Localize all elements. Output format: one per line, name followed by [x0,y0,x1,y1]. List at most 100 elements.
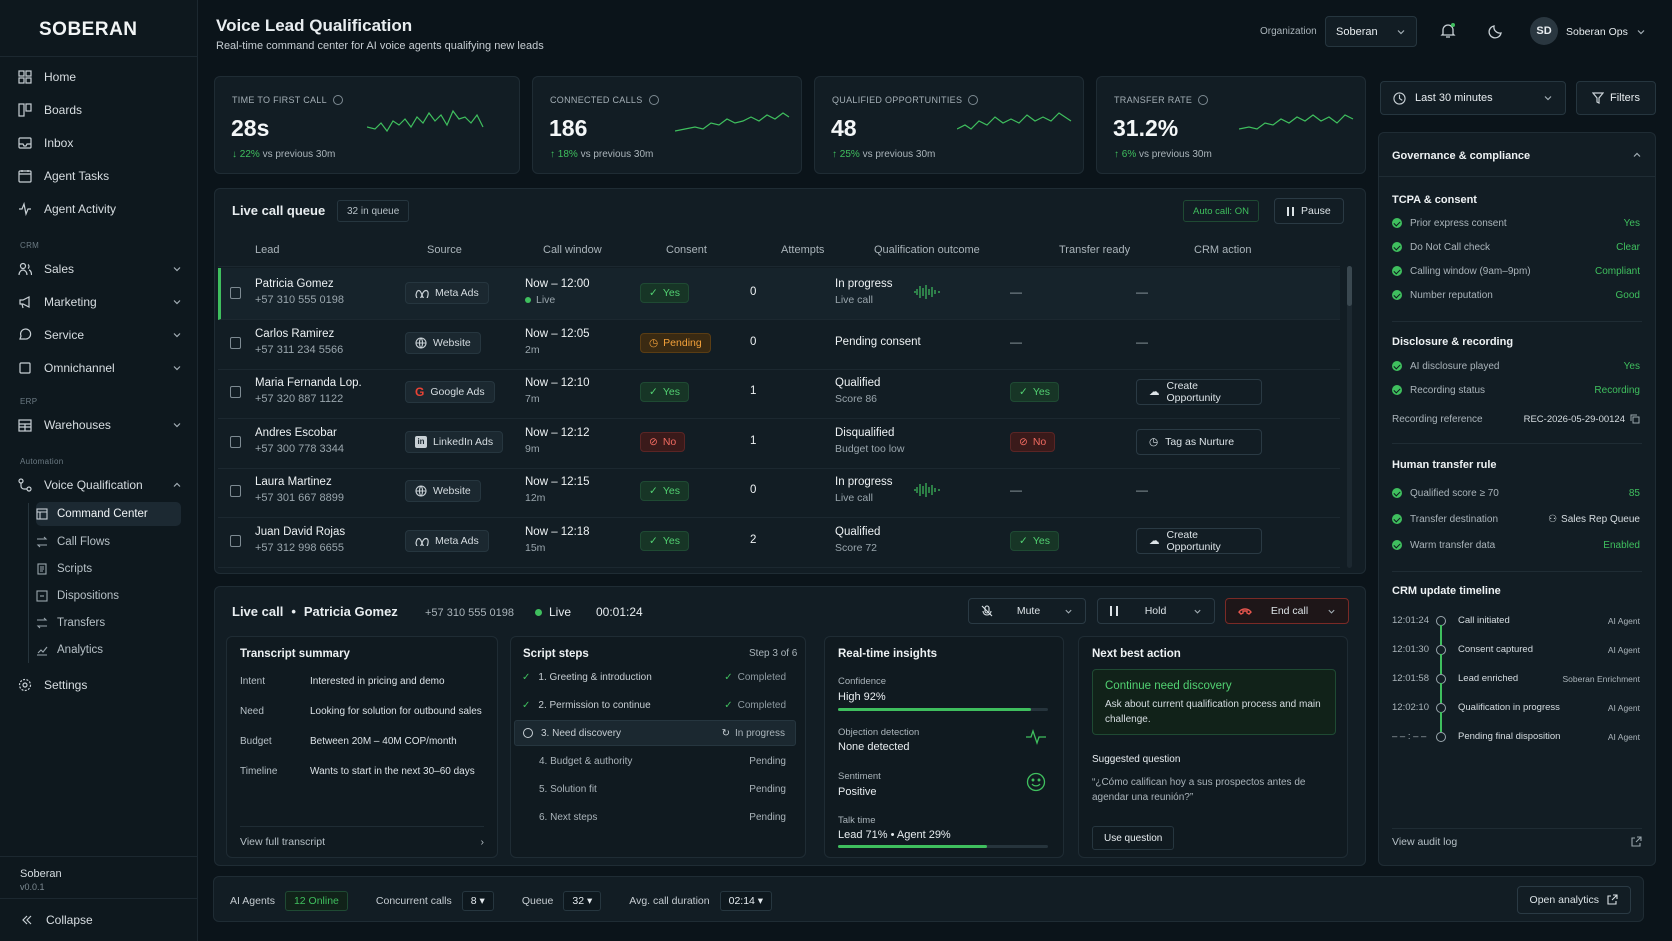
col-consent: Consent [666,244,707,256]
nav-settings[interactable]: Settings [18,671,182,699]
nav-marketing[interactable]: Marketing [18,288,182,316]
crm-action-button[interactable]: ☁ Create Opportunity [1136,379,1262,405]
nav-service[interactable]: Service [18,321,182,349]
compliance-item: Number reputation Good [1392,283,1640,307]
end-call-button[interactable]: End call [1225,598,1349,624]
lead-phone: +57 311 234 5566 [255,343,344,356]
script-icon [37,563,47,575]
cloud-icon: ☁ [1149,386,1160,398]
chevron-down-icon[interactable] [1636,27,1646,37]
crm-action-button[interactable]: ◷ Tag as Nurture [1136,428,1262,455]
kpi-card-qualified-opportunities: QUALIFIED OPPORTUNITIES 48 ↑ 25% vs prev… [814,76,1084,174]
kpi-card-time-to-first-call: TIME TO FIRST CALL 28s ↓ 22% vs previous… [214,76,520,174]
bell-icon[interactable] [1440,23,1456,39]
outcome: Qualified [835,525,881,538]
table-row[interactable]: Laura Martinez +57 301 667 8899 Website N… [218,466,1340,518]
check-icon: ✓ [522,699,531,711]
transfer-badge: ✓ Yes [1010,530,1059,551]
nav-transfers[interactable]: Transfers [36,611,181,635]
nav-inbox[interactable]: Inbox [18,129,182,157]
row-checkbox[interactable] [230,336,241,349]
moon-icon[interactable] [1488,23,1504,39]
transcript-summary [226,636,498,858]
queue-select[interactable]: 32 ▾ [563,891,602,911]
table-row[interactable]: Juan David Rojas +57 312 998 6655 Meta Ad… [218,516,1340,568]
copy-icon[interactable] [1630,414,1640,424]
nav-agent-activity[interactable]: Agent Activity [18,195,182,223]
warehouse-icon [18,419,32,432]
user-name[interactable]: Soberan Ops [1566,26,1628,38]
live-status: Live [535,605,571,619]
ai-agents-online: 12 Online [284,891,348,911]
nav-boards[interactable]: Boards [18,96,182,124]
open-analytics-button[interactable]: Open analytics [1516,886,1631,914]
nba-suggestion: Continue need discovery Ask about curren… [1092,669,1336,735]
script-step[interactable]: 4. Budget & authority Pending [539,755,786,767]
queue-scrollbar[interactable] [1347,266,1352,568]
check-icon: ✓ [724,699,733,711]
section-erp: ERP [20,397,38,406]
filters-button[interactable]: Filters [1576,81,1656,115]
chevrons-left-icon [22,915,32,925]
collapse-button[interactable]: Collapse [20,906,184,934]
pause-button[interactable]: Pause [1274,198,1344,224]
table-row[interactable]: Andres Escobar +57 300 778 3344 in LinkedI… [218,417,1340,469]
crm-action-button[interactable]: ☁ Create Opportunity [1136,527,1262,554]
mute-button[interactable]: Mute [968,598,1086,624]
chevron-down-icon [1397,29,1405,34]
nav-warehouses[interactable]: Warehouses [18,411,182,439]
chevron-down-icon [173,300,181,305]
nav-sales[interactable]: Sales [18,255,182,283]
avatar[interactable]: SD [1530,17,1558,45]
row-checkbox[interactable] [230,435,241,448]
timeline-item: 12:01:24 Call initiated AI Agent [1392,606,1640,645]
table-row[interactable]: Patricia Gomez +57 310 555 0198 Meta Ads … [218,268,1340,320]
nav-dispositions[interactable]: Dispositions [36,584,181,608]
nav-omnichannel[interactable]: Omnichannel [18,354,182,382]
objection-value: None detected [838,741,910,753]
row-checkbox[interactable] [230,386,241,398]
row-checkbox[interactable] [230,485,241,497]
script-step[interactable]: ✓ 1. Greeting & introduction ✓ Completed [522,671,786,683]
time-range-select[interactable]: Last 30 minutes [1380,81,1566,115]
kpi-card-transfer-rate: TRANSFER RATE 31.2% ↑ 6% vs previous 30m [1096,76,1366,174]
view-transcript-link[interactable]: View full transcript › [240,836,484,848]
hold-button[interactable]: Hold [1097,598,1215,624]
compliance-item: Warm transfer data Enabled [1392,532,1640,558]
script-step[interactable]: 3. Need discovery ↻ In progress [514,720,796,746]
governance-header[interactable]: Governance & compliance [1392,150,1642,162]
table-row[interactable]: Carlos Ramirez +57 311 234 5566 Website N… [218,318,1340,370]
transfer-icon [36,617,48,629]
avg-duration-select[interactable]: 02:14 ▾ [719,891,773,911]
info-icon [648,95,659,105]
nav-agent-tasks[interactable]: Agent Tasks [18,162,182,190]
script-step[interactable]: 6. Next steps Pending [539,811,786,823]
timeline-item: 12:02:10 Qualification in progress AI Agen… [1392,693,1640,732]
nav-analytics[interactable]: Analytics [36,638,181,662]
concurrent-calls-select[interactable]: 8 ▾ [461,891,494,911]
consent-badge: ✓ Yes [640,382,689,402]
chat-icon [19,328,32,340]
smile-icon [1026,772,1046,792]
sparkline [957,112,1072,130]
auto-call-toggle[interactable]: Auto call: ON [1183,200,1259,222]
script-step[interactable]: 5. Solution fit Pending [539,783,786,795]
org-select[interactable]: Soberan [1325,16,1417,47]
table-row[interactable]: Maria Fernanda Lop. +57 320 887 1122 G Goo… [218,367,1340,419]
transcript-row: Timeline Wants to start in the next 30–60… [240,766,475,777]
nav-command-center[interactable]: Command Center [36,502,181,526]
check-icon: ✓ [522,671,531,683]
script-step[interactable]: ✓ 2. Permission to continue ✓ Completed [522,699,786,711]
transcript-row: Budget Between 20M – 40M COP/month [240,736,457,747]
use-question-button[interactable]: Use question [1092,826,1175,850]
nav-voice-qualification[interactable]: Voice Qualification [18,471,182,499]
row-checkbox[interactable] [230,287,241,299]
view-audit-log-link[interactable]: View audit log [1392,836,1642,848]
lead-name: Patricia Gomez [255,278,334,290]
nav-scripts[interactable]: Scripts [36,557,181,581]
chevron-down-icon [173,333,181,338]
row-checkbox[interactable] [230,534,241,547]
info-icon [1198,95,1209,105]
nav-call-flows[interactable]: Call Flows [36,530,181,554]
nav-home[interactable]: Home [18,63,182,91]
